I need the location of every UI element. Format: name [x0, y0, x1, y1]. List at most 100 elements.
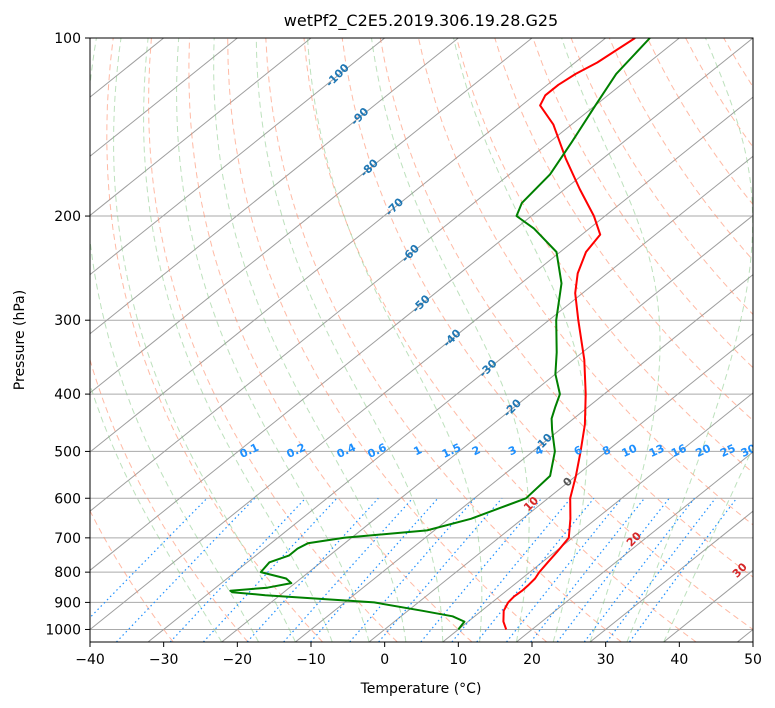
mixing-ratio-label: 25 [718, 442, 737, 460]
mixing-ratio-label: 36 [760, 442, 775, 460]
isotherm-label: -40 [440, 326, 463, 349]
isotherm-line [368, 333, 753, 642]
x-tick-label: 0 [380, 652, 389, 668]
y-tick-label: 400 [54, 387, 81, 403]
moist-adiabat-line [213, 38, 407, 642]
dry-adiabat-line [341, 38, 753, 631]
mixing-ratio-label: 0.1 [238, 441, 261, 461]
isotherm-label: -30 [476, 357, 499, 380]
x-tick-label: 10 [449, 652, 467, 668]
isotherm-line [589, 510, 753, 642]
dry-adiabat-line [456, 38, 753, 474]
y-axis-label: Pressure (hPa) [12, 290, 28, 390]
isotherm-label: -60 [399, 242, 422, 265]
dry-adiabat-line [90, 358, 249, 642]
dry-adiabat-line [379, 38, 753, 578]
y-tick-label: 300 [54, 313, 81, 329]
moist-adiabat-line [113, 38, 296, 642]
isotherm-line [90, 96, 753, 631]
mixing-ratio-line [606, 497, 716, 642]
dry-adiabat-line [303, 38, 697, 642]
mixing-ratio-label: 13 [647, 442, 666, 460]
moist-adiabat-line [371, 38, 530, 642]
dry-adiabat-line [227, 38, 548, 642]
mixing-ratio-label: 0.6 [365, 441, 388, 461]
dry-adiabat-label: 30 [730, 560, 750, 580]
y-tick-label: 100 [54, 31, 81, 47]
mixing-ratio-line [90, 497, 208, 619]
dry-adiabat-line [494, 38, 753, 422]
dry-adiabat-line [608, 38, 753, 261]
temperature-profile-line [502, 38, 636, 630]
chart-title: wetPf2_C2E5.2019.306.19.28.G25 [284, 11, 558, 31]
moist-adiabat-line [626, 38, 753, 642]
isotherm-line [90, 38, 680, 512]
y-axis: 100 200 300 400 500 600 700 800 900 1000 [45, 31, 90, 638]
moist-adiabat-line [90, 382, 223, 642]
dry-adiabat-line [685, 38, 753, 148]
x-tick-label: 50 [744, 652, 762, 668]
mixing-ratio-label: 30 [739, 442, 759, 460]
mixing-ratio-line [583, 497, 695, 642]
dry-adiabat-line [265, 38, 622, 642]
moist-adiabat-line [176, 38, 370, 642]
y-tick-label: 600 [54, 491, 81, 507]
mixing-ratio-line [506, 497, 623, 642]
mixing-ratio-label: 10 [620, 442, 640, 460]
data-series [229, 38, 651, 631]
plot-frame [89, 37, 754, 643]
moist-adiabat-line [143, 38, 333, 642]
mixing-ratio-line [349, 497, 476, 642]
dry-adiabat-line [148, 38, 398, 642]
mixing-ratio-line [246, 497, 379, 642]
moist-adiabat-line [663, 446, 753, 642]
isotherm-label: -70 [383, 195, 406, 218]
dry-adiabat-line [90, 509, 174, 642]
mixing-ratio-label: 20 [693, 442, 713, 460]
isotherm-line [90, 38, 753, 571]
mixing-ratio-line [629, 497, 738, 642]
x-tick-label: 30 [597, 652, 615, 668]
isotherm-line [90, 38, 385, 276]
dry-adiabat-label: 10 [521, 494, 541, 514]
mixing-ratio-line [115, 497, 256, 642]
x-tick-label: −10 [296, 652, 326, 668]
mixing-ratio-label: 3 [506, 443, 518, 458]
isotherm-line [90, 38, 533, 394]
dry-adiabat-line [723, 38, 753, 88]
mixing-ratio-line [202, 497, 338, 642]
moist-adiabat-line [255, 38, 444, 642]
mixing-ratio-label: 1.5 [440, 441, 463, 461]
x-tick-label: −20 [223, 652, 253, 668]
y-tick-label: 800 [54, 565, 81, 581]
mixing-ratio-label: 2 [470, 443, 482, 458]
isotherm-line [737, 628, 753, 642]
x-tick-label: −30 [149, 652, 179, 668]
mixing-ratio-label: 0.4 [335, 441, 358, 461]
moist-adiabat-line [307, 38, 483, 642]
x-axis: −40 −30 −20 −10 0 10 20 30 40 50 [75, 642, 762, 668]
moist-adiabat-line [561, 38, 661, 642]
x-tick-label: −40 [75, 652, 105, 668]
isotherm-line [221, 214, 753, 642]
y-tick-label: 200 [54, 209, 81, 225]
dry-adiabat-line [188, 38, 473, 642]
mixing-ratio-label: 16 [669, 442, 689, 460]
dewpoint-profile-line [229, 38, 651, 631]
mixing-ratio-label: 6 [572, 443, 585, 458]
dry-adiabat-line [418, 38, 753, 526]
isotherm-line [90, 38, 459, 335]
isotherm-line [147, 155, 753, 642]
x-tick-label: 40 [670, 652, 688, 668]
isotherm-line [90, 38, 238, 157]
isotherm-line [442, 392, 753, 642]
isotherm-label: -90 [348, 105, 371, 128]
moist-adiabat-line [90, 38, 260, 642]
x-tick-label: 20 [523, 652, 541, 668]
dry-adiabat-line [762, 38, 775, 642]
dry-adiabat-line [532, 38, 753, 369]
isotherm-label: -50 [409, 292, 432, 315]
dry-adiabat-line [646, 38, 753, 206]
